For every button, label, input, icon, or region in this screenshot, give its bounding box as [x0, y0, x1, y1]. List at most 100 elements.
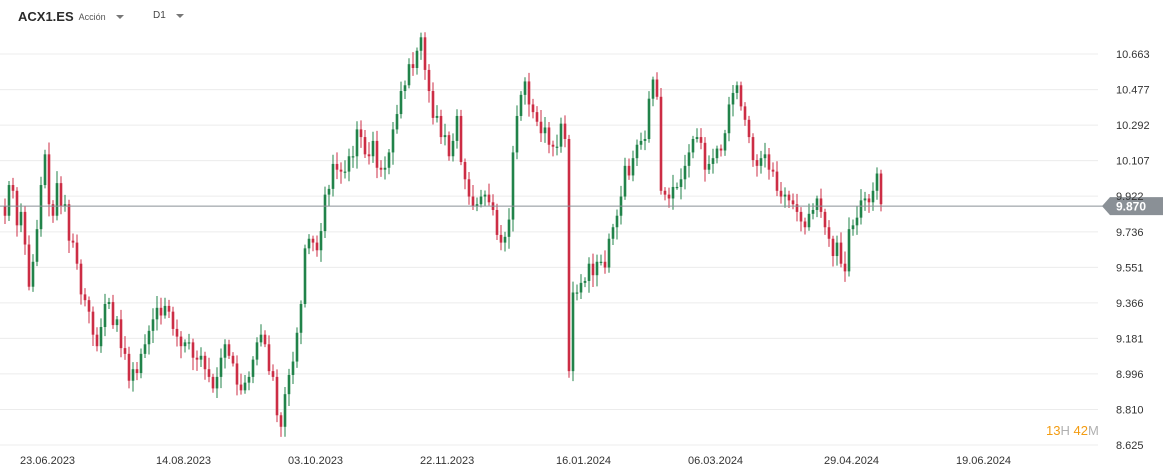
candle — [175, 319, 179, 347]
timer-minutes-unit: M — [1087, 423, 1099, 438]
candle — [707, 155, 711, 174]
x-tick-label: 22.11.2023 — [420, 455, 474, 467]
candle — [363, 129, 367, 158]
candle-body — [663, 190, 667, 195]
symbol-caret-down-icon[interactable] — [115, 14, 124, 19]
timeframe-selector[interactable]: D1 — [153, 10, 184, 21]
candle-body — [751, 137, 755, 161]
y-tick-label: 8.625 — [1116, 440, 1144, 452]
timeframe-caret-down-icon[interactable] — [175, 13, 184, 18]
candle — [191, 338, 195, 371]
timer-hours-value: 13 — [1046, 423, 1061, 438]
candle-body — [243, 382, 247, 391]
candle — [135, 362, 139, 381]
candle — [579, 274, 583, 300]
candle — [563, 115, 567, 148]
candle — [447, 131, 451, 161]
candle — [315, 235, 319, 257]
candle-body — [691, 138, 695, 153]
candle-body — [647, 98, 651, 139]
candle — [475, 197, 479, 212]
candle — [119, 309, 123, 358]
candle — [199, 347, 203, 368]
candle-body — [671, 186, 675, 199]
candle — [635, 139, 639, 167]
candle-body — [559, 123, 563, 147]
timer-hours-unit: H — [1060, 423, 1070, 438]
candle-body — [207, 369, 211, 377]
candle-body — [803, 221, 807, 228]
candle-body — [499, 234, 503, 243]
candle-body — [147, 330, 151, 345]
candle-body — [543, 127, 547, 134]
candle — [375, 130, 379, 179]
candle-body — [827, 227, 831, 239]
candle — [295, 327, 299, 368]
candle — [575, 284, 579, 301]
candle — [11, 177, 15, 199]
candle — [79, 259, 83, 305]
candle — [47, 142, 51, 217]
last-price-label: 9.870 — [1116, 200, 1146, 214]
candle — [487, 183, 491, 206]
candle-body — [87, 300, 91, 312]
candle-body — [311, 238, 315, 243]
candle — [335, 152, 339, 180]
candle — [231, 352, 235, 367]
candle-body — [815, 198, 819, 210]
candle-body — [199, 355, 203, 360]
candle — [387, 149, 391, 175]
candle-body — [411, 64, 415, 69]
symbol-selector[interactable]: ACX1.ES Acción — [18, 9, 124, 24]
candle — [427, 64, 431, 103]
candle-body — [255, 342, 259, 360]
candle — [439, 109, 443, 144]
candle — [751, 133, 755, 167]
candle — [163, 297, 167, 319]
candle — [799, 207, 803, 232]
candle-body — [463, 162, 467, 180]
candle-body — [791, 200, 795, 205]
candle — [367, 142, 371, 165]
candle — [779, 182, 783, 204]
candle — [643, 130, 647, 151]
candle — [527, 72, 531, 117]
candle — [771, 162, 775, 177]
candle — [187, 333, 191, 350]
candle — [591, 253, 595, 287]
candle — [271, 364, 275, 381]
candle-body — [291, 361, 295, 375]
candle — [631, 150, 635, 182]
grid-lines — [0, 53, 1098, 446]
candle — [783, 187, 787, 208]
candle — [115, 316, 119, 332]
candle-body — [679, 179, 683, 187]
candle — [107, 297, 111, 310]
candle — [443, 123, 447, 146]
candle-body — [139, 353, 143, 374]
candle — [131, 362, 135, 392]
candle-body — [655, 79, 659, 97]
candle-body — [423, 37, 427, 70]
candle-body — [783, 194, 787, 197]
timer-minutes-value: 42 — [1073, 423, 1088, 438]
candle-body — [555, 146, 559, 148]
candle-body — [167, 305, 171, 312]
candle-body — [355, 129, 359, 157]
candle-body — [639, 140, 643, 145]
candle — [787, 190, 791, 209]
y-tick-label: 9.366 — [1116, 298, 1144, 310]
y-tick-label: 8.810 — [1116, 405, 1144, 417]
candle-body — [483, 194, 487, 197]
candle — [867, 193, 871, 213]
candle — [87, 296, 91, 324]
candle-body — [659, 96, 663, 191]
candle-body — [47, 154, 51, 205]
candle — [347, 148, 351, 182]
candle — [515, 105, 519, 160]
candle-body — [179, 336, 183, 347]
candle-body — [351, 156, 355, 158]
candle-body — [599, 261, 603, 263]
candle-body — [327, 188, 331, 195]
